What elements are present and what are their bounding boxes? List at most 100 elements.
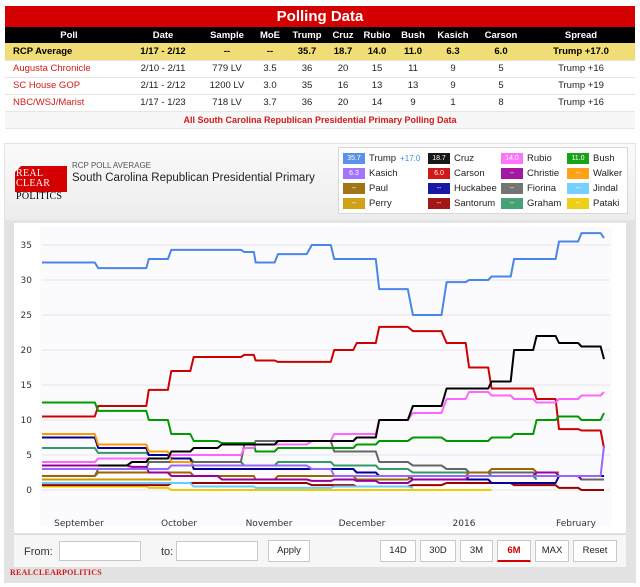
cell: 35.7 [287, 43, 327, 61]
y-tick-label: 35 [21, 241, 32, 251]
cell: 11 [395, 60, 431, 78]
cell: 36 [287, 94, 327, 112]
legend-label: Paul [369, 183, 389, 194]
legend-item-jindal[interactable]: -- Jindal [567, 181, 627, 196]
legend-swatch: 18.7 [428, 153, 450, 164]
series-line-carson[interactable] [42, 325, 605, 449]
x-tick-label: September [54, 519, 104, 529]
series-line-kasich[interactable] [42, 445, 605, 477]
to-date-input[interactable] [176, 541, 258, 561]
series-line-trump[interactable] [42, 232, 605, 316]
plot-panel: 0 5 10 15 20 25 30 35 September October November De… [14, 223, 626, 533]
legend-item-santorum[interactable]: -- Santorum [428, 196, 501, 211]
legend-label: Santorum [454, 198, 496, 209]
logo-text: POLITICS [16, 191, 63, 202]
cell: 9 [431, 60, 475, 78]
poll-link[interactable]: Augusta Chronicle [5, 60, 125, 78]
legend-item-kasich[interactable]: 6.3 Kasich [343, 166, 428, 181]
legend-label: Pataki [593, 198, 620, 209]
cell: 13 [359, 77, 395, 95]
legend-item-paul[interactable]: -- Paul [343, 181, 428, 196]
rcp-logo: REAL CLEAR POLITICS [15, 166, 67, 204]
cell: 718 LV [201, 94, 253, 112]
legend-item-bush[interactable]: 11.0 Bush [567, 151, 627, 166]
rcp-average-row: RCP Average 1/17 - 2/12 -- -- 35.7 18.7 … [5, 43, 635, 61]
series-line-cruz[interactable] [98, 335, 605, 467]
cell: 3.7 [253, 94, 287, 112]
cell: Trump +16 [527, 60, 635, 78]
y-tick-label: 0 [26, 486, 32, 496]
range-button-3m[interactable]: 3M [460, 540, 493, 562]
col-date: Date [125, 27, 201, 43]
cell: 6.0 [475, 43, 527, 61]
range-button-30d[interactable]: 30D [420, 540, 456, 562]
all-polls-link[interactable]: All South Carolina Republican Presidenti… [5, 111, 635, 129]
rcp-chart-widget: REAL CLEAR POLITICS RCP POLL AVERAGE Sou… [4, 143, 636, 583]
legend-item-trump[interactable]: 35.7 Trump +17.0 [343, 151, 428, 166]
cell: 14 [359, 94, 395, 112]
cell: 3.5 [253, 60, 287, 78]
cell: 18.7 [327, 43, 359, 61]
cell: 1/17 - 1/23 [125, 94, 201, 112]
poll-link[interactable]: NBC/WSJ/Marist [5, 94, 125, 112]
cell: 5 [475, 77, 527, 95]
x-tick-label: 2016 [453, 519, 476, 529]
legend-swatch: 11.0 [567, 153, 589, 164]
table-row: SC House GOP 2/11 - 2/12 1200 LV 3.0 35 … [5, 77, 635, 95]
col-cruz: Cruz [327, 27, 359, 43]
polling-data-title: Polling Data [5, 6, 635, 27]
poll-link[interactable]: SC House GOP [5, 77, 125, 95]
legend-swatch: 14.0 [501, 153, 523, 164]
legend-item-rubio[interactable]: 14.0 Rubio [501, 151, 567, 166]
from-label: From: [24, 546, 53, 558]
legend-label: Rubio [527, 153, 552, 164]
legend-item-pataki[interactable]: -- Pataki [567, 196, 627, 211]
col-moe: MoE [253, 27, 287, 43]
legend-label: Graham [527, 198, 562, 209]
legend-swatch: 6.0 [428, 168, 450, 179]
series-line-pataki[interactable] [42, 485, 492, 491]
cell: 14.0 [359, 43, 395, 61]
cell: 15 [359, 60, 395, 78]
range-button-14d[interactable]: 14D [380, 540, 416, 562]
cell: 9 [431, 77, 475, 95]
cell: Trump +19 [527, 77, 635, 95]
footer-logo: REALCLEARPOLITICS [10, 568, 102, 577]
from-date-input[interactable] [59, 541, 141, 561]
legend-item-graham[interactable]: -- Graham [501, 196, 567, 211]
cell: 8 [475, 94, 527, 112]
cell: -- [253, 43, 287, 61]
legend-item-christie[interactable]: -- Christie [501, 166, 567, 181]
apply-button[interactable]: Apply [268, 540, 310, 562]
x-tick-label: February [556, 519, 597, 529]
series-line-santorum[interactable] [42, 482, 604, 491]
legend-item-cruz[interactable]: 18.7 Cruz [428, 151, 501, 166]
series-line-walker[interactable] [42, 433, 222, 467]
legend-item-perry[interactable]: -- Perry [343, 196, 428, 211]
cell: Trump +16 [527, 94, 635, 112]
reset-button[interactable]: Reset [573, 540, 617, 562]
col-bush: Bush [395, 27, 431, 43]
range-button-max[interactable]: MAX [535, 540, 569, 562]
legend-item-fiorina[interactable]: -- Fiorina [501, 181, 567, 196]
line-chart[interactable]: 0 5 10 15 20 25 30 35 September October November De… [14, 223, 626, 533]
legend-item-huckabee[interactable]: -- Huckabee [428, 181, 501, 196]
series-line-graham[interactable] [42, 447, 538, 481]
table-row: NBC/WSJ/Marist 1/17 - 1/23 718 LV 3.7 36… [5, 94, 635, 112]
legend-label: Christie [527, 168, 560, 179]
legend-item-carson[interactable]: 6.0 Carson [428, 166, 501, 181]
y-tick-label: 25 [21, 311, 32, 321]
series-line-bush[interactable] [42, 401, 605, 453]
series-line-paul[interactable] [42, 468, 559, 481]
legend-swatch: -- [501, 198, 523, 209]
series-line-jindal[interactable] [42, 482, 414, 489]
cell: 1200 LV [201, 77, 253, 95]
legend-item-walker[interactable]: -- Walker [567, 166, 627, 181]
cell: 3.0 [253, 77, 287, 95]
legend-swatch: -- [343, 183, 365, 194]
range-button-6m[interactable]: 6M [497, 540, 531, 562]
chart-legend: 35.7 Trump +17.0 18.7 Cruz 14.0 Rubio 11.0 Bush 6… [338, 147, 628, 214]
cell: 5 [475, 60, 527, 78]
col-kasich: Kasich [431, 27, 475, 43]
x-tick-label: November [246, 519, 293, 529]
